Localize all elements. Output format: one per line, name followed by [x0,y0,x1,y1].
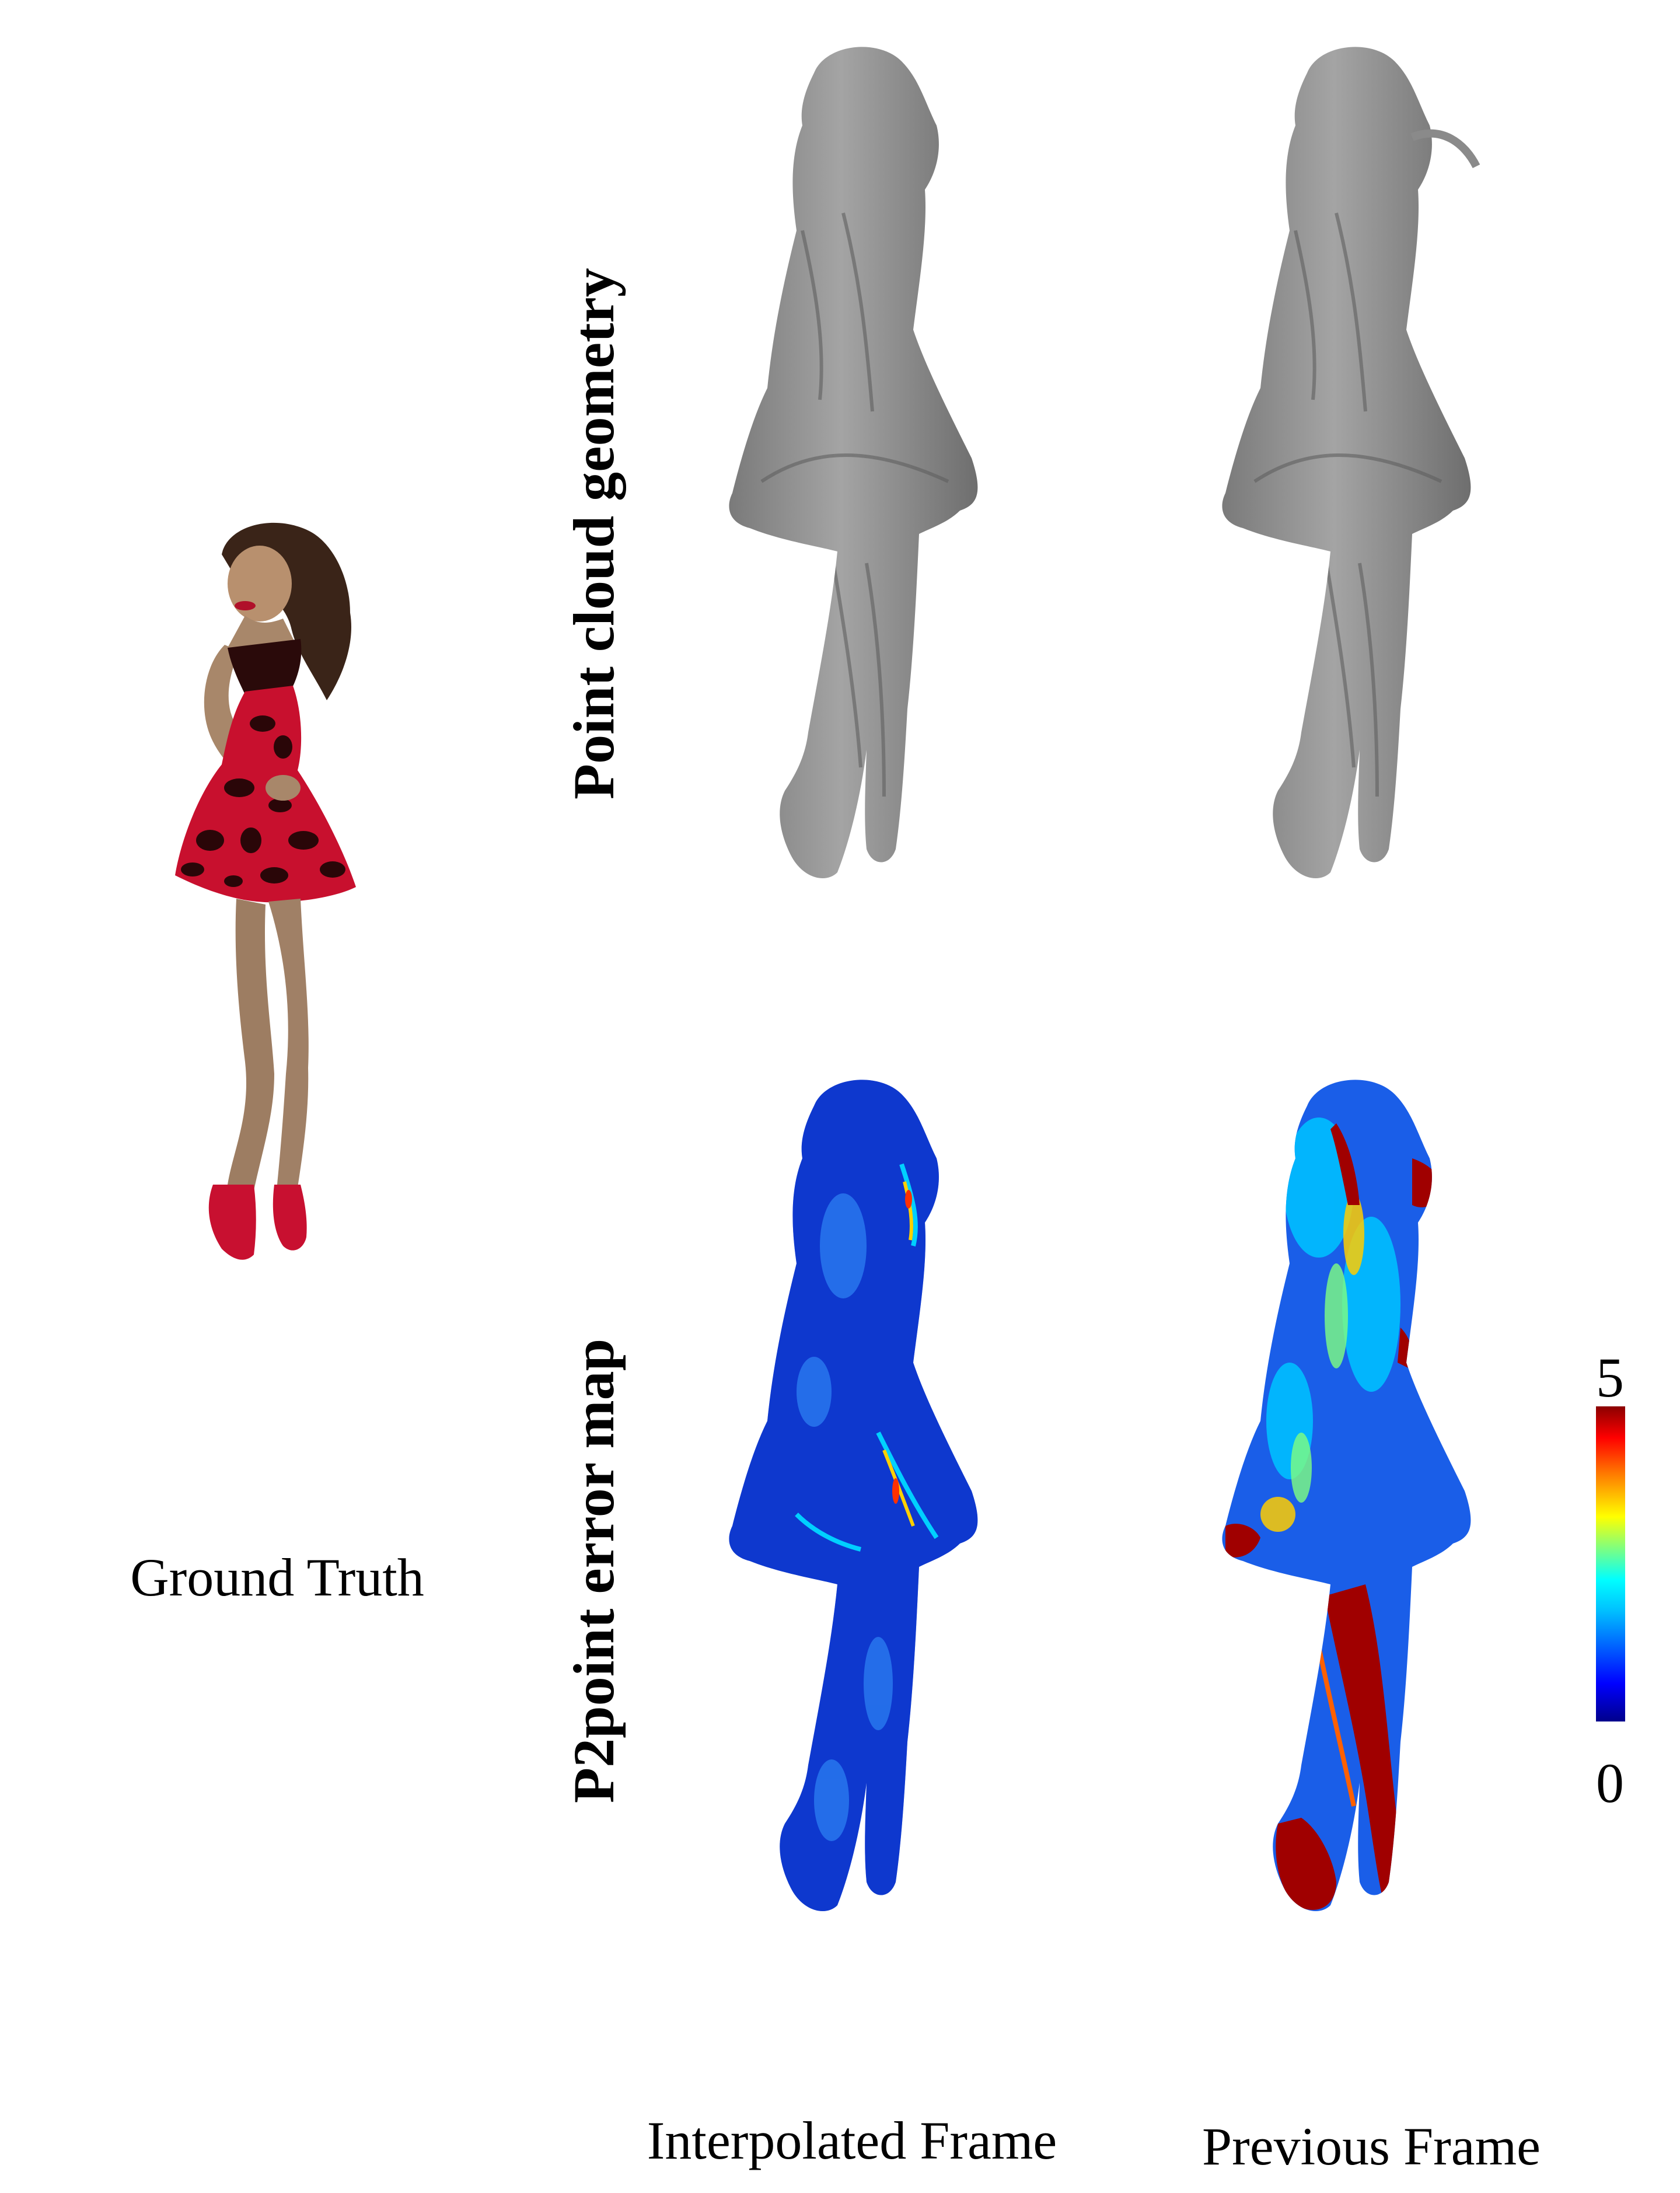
geometry-interpolated [729,47,978,878]
colorbar-max-label: 5 [1596,1346,1624,1409]
gt-legs [228,899,274,1190]
ground-truth-figure [175,522,356,1260]
caption-ground-truth: Ground Truth [130,1548,424,1607]
geometry-previous [1222,47,1480,878]
error-map-interpolated [729,1080,978,1911]
caption-previous-frame: Previous Frame [1202,2117,1541,2176]
row-label-error-map: P2point error map [561,1338,626,1803]
error-map-previous [1222,1080,1471,1911]
gt-dress-pattern [181,715,345,887]
row-label-geometry: Point cloud geometry [561,268,626,799]
colorbar [1596,1406,1625,1721]
colorbar-min-label: 0 [1596,1752,1624,1814]
gt-face [228,546,292,621]
gt-lace-top [228,639,302,694]
gt-shoe-right [273,1185,307,1251]
gt-shoe-left [208,1185,256,1260]
caption-interpolated-frame: Interpolated Frame [647,2111,1057,2170]
